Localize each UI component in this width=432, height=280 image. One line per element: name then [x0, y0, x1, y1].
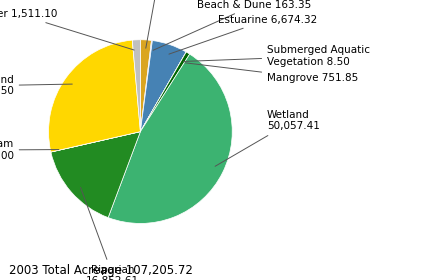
Text: Other 1,511.10: Other 1,511.10: [0, 9, 134, 50]
Text: Submerged Aquatic
Vegetation 8.50: Submerged Aquatic Vegetation 8.50: [184, 45, 370, 67]
Text: Barrier Island 2,069.08: Barrier Island 2,069.08: [97, 0, 217, 48]
Wedge shape: [140, 41, 186, 132]
Wedge shape: [140, 40, 152, 132]
Text: Wetland
50,057.41: Wetland 50,057.41: [215, 110, 320, 166]
Wedge shape: [48, 40, 140, 152]
Text: Beach & Dune 163.35: Beach & Dune 163.35: [153, 0, 311, 50]
Wedge shape: [108, 54, 232, 223]
Wedge shape: [132, 40, 140, 132]
Text: Mangrove 751.85: Mangrove 751.85: [185, 63, 359, 83]
Wedge shape: [51, 132, 140, 152]
Text: Riparian
16,852.61: Riparian 16,852.61: [80, 187, 140, 280]
Text: 2003 Total Acreage 107,205.72: 2003 Total Acreage 107,205.72: [9, 264, 193, 277]
Wedge shape: [140, 52, 190, 132]
Text: Instream
7.00: Instream 7.00: [0, 139, 59, 161]
Wedge shape: [51, 132, 140, 218]
Wedge shape: [140, 40, 152, 132]
Text: Upland
29,110.50: Upland 29,110.50: [0, 75, 72, 97]
Text: Estuarine 6,674.32: Estuarine 6,674.32: [169, 15, 318, 54]
Wedge shape: [140, 52, 186, 132]
